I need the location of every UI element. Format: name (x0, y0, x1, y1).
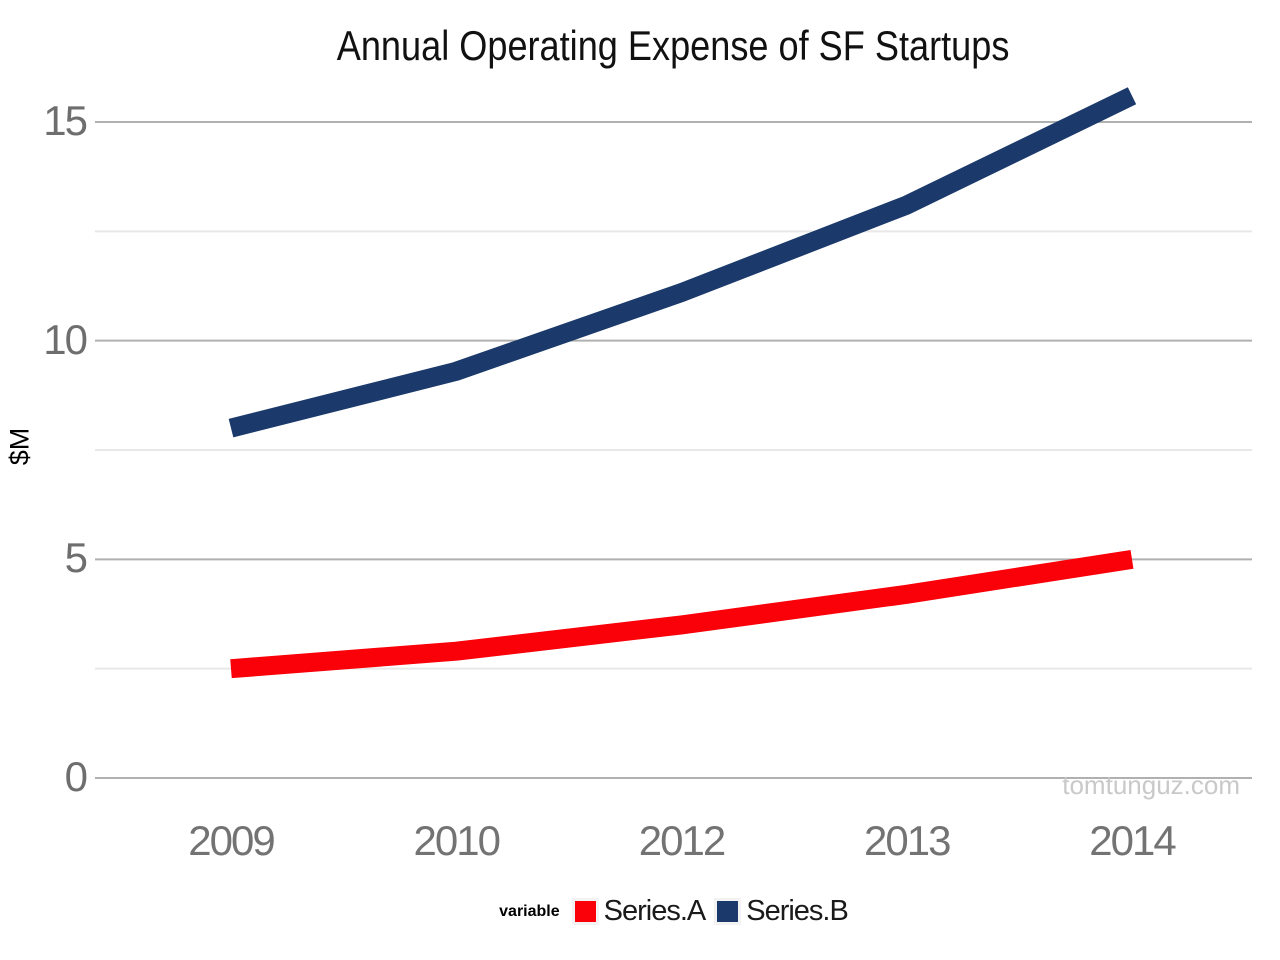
x-tick-label: 2014 (1089, 817, 1176, 864)
y-tick-label: 15 (43, 97, 88, 145)
legend: variable Series.A Series.B (95, 895, 1252, 928)
legend-label: Series.B (746, 895, 849, 927)
legend-item-series-b: Series.B (714, 895, 849, 928)
y-axis-title: $M (4, 427, 35, 466)
legend-key-icon (571, 898, 599, 925)
watermark: tomtunguz.com (1062, 770, 1240, 800)
chart-title: Annual Operating Expense of SF Startups (95, 22, 1252, 70)
legend-swatch-icon (574, 901, 596, 922)
x-tick-label: 2013 (864, 817, 951, 864)
x-tick-label: 2009 (188, 817, 275, 864)
series-line-series-b (228, 87, 1137, 438)
legend-key-icon (714, 898, 742, 925)
y-tick-label: 5 (64, 534, 88, 582)
series-line-series-a (230, 549, 1134, 679)
legend-title: variable (499, 902, 560, 920)
legend-item-series-a: Series.A (571, 895, 707, 928)
chart-title-text: Annual Operating Expense of SF Startups (337, 22, 1010, 69)
y-tick-label: 10 (43, 315, 88, 363)
legend-label: Series.A (603, 895, 707, 927)
y-tick-label: 0 (64, 753, 88, 801)
x-tick-label: 2010 (413, 817, 501, 864)
legend-items: Series.A Series.B (571, 895, 849, 928)
x-tick-label: 2012 (638, 817, 726, 864)
legend-swatch-icon (717, 901, 739, 922)
